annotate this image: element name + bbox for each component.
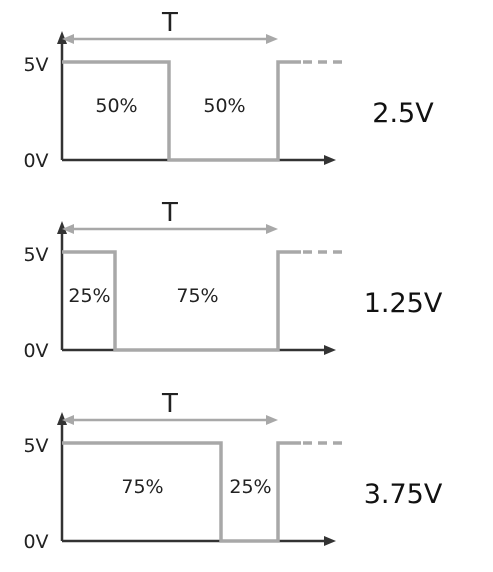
signal-waveform xyxy=(62,441,301,543)
level-low-label: 0V xyxy=(23,531,48,553)
signal-waveform xyxy=(62,250,301,352)
level-high-label: 5V xyxy=(23,54,48,76)
period-label: T xyxy=(161,8,178,38)
pwm-diagram-1: T 5V 0V 50% 50% 2.5V xyxy=(23,8,434,172)
period-arrow-left-icon xyxy=(62,415,74,425)
period-label: T xyxy=(161,198,178,228)
level-low-label: 0V xyxy=(23,150,48,172)
y-axis-arrow-icon xyxy=(57,31,67,44)
level-high-label: 5V xyxy=(23,244,48,266)
x-axis-arrow-icon xyxy=(324,345,336,355)
period-arrow-right-icon xyxy=(266,34,278,44)
level-high-label: 5V xyxy=(23,435,48,457)
high-time-label: 50% xyxy=(95,95,137,117)
high-time-label: 75% xyxy=(121,476,163,498)
low-time-label: 75% xyxy=(176,285,218,307)
low-time-label: 50% xyxy=(203,95,245,117)
period-arrow-right-icon xyxy=(266,415,278,425)
y-axis-arrow-icon xyxy=(57,221,67,234)
average-voltage-label: 1.25V xyxy=(364,288,443,319)
period-arrow-left-icon xyxy=(62,34,74,44)
period-arrow-left-icon xyxy=(62,224,74,234)
low-time-label: 25% xyxy=(229,476,271,498)
pwm-diagram-2: T 5V 0V 25% 75% 1.25V xyxy=(23,198,442,362)
y-axis-arrow-icon xyxy=(57,412,67,425)
period-label: T xyxy=(161,389,178,419)
period-arrow-right-icon xyxy=(266,224,278,234)
level-low-label: 0V xyxy=(23,340,48,362)
average-voltage-label: 2.5V xyxy=(372,98,434,129)
high-time-label: 25% xyxy=(68,285,110,307)
average-voltage-label: 3.75V xyxy=(364,479,443,510)
x-axis-arrow-icon xyxy=(324,155,336,165)
x-axis-arrow-icon xyxy=(324,536,336,546)
signal-waveform xyxy=(62,60,301,162)
pwm-diagram-3: T 5V 0V 75% 25% 3.75V xyxy=(23,389,442,553)
